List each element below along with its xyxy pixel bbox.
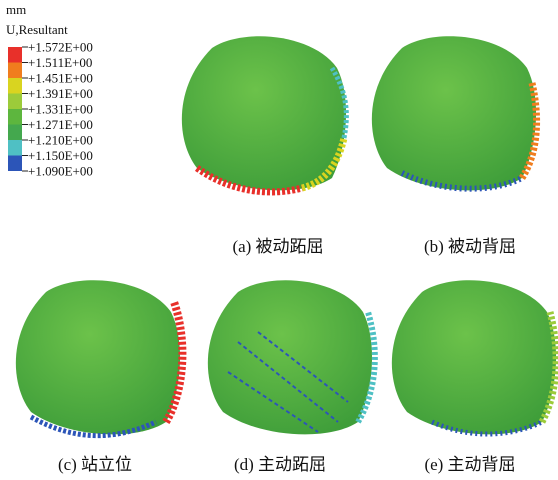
legend-label: +1.511E+00 — [28, 55, 92, 70]
legend-label: +1.572E+00 — [28, 40, 93, 55]
legend-label: +1.451E+00 — [28, 71, 93, 86]
legend-label: +1.090E+00 — [28, 164, 93, 179]
legend-swatch — [8, 124, 22, 140]
legend-label: +1.331E+00 — [28, 102, 93, 117]
legend-label: +1.271E+00 — [28, 117, 93, 132]
legend-label: +1.210E+00 — [28, 133, 93, 148]
legend-label: +1.391E+00 — [28, 86, 93, 101]
legend: mm U,Resultant +1.572E+00+1.511E+00+1.45… — [6, 2, 93, 179]
caption: (d) 主动跖屈 — [234, 455, 326, 474]
legend-swatch — [8, 109, 22, 125]
legend-swatch — [8, 78, 22, 94]
legend-label: +1.150E+00 — [28, 148, 93, 163]
model-e — [391, 280, 558, 437]
model-d — [207, 280, 378, 435]
legend-swatch — [8, 155, 22, 171]
legend-title: U,Resultant — [6, 22, 68, 37]
caption: (b) 被动背屈 — [424, 237, 516, 256]
caption: (c) 站立位 — [58, 455, 132, 474]
legend-swatch — [8, 93, 22, 109]
legend-swatch — [8, 47, 22, 63]
model-b — [371, 36, 541, 192]
caption: (e) 主动背屈 — [424, 455, 515, 474]
model-c — [15, 280, 187, 439]
legend-swatch — [8, 140, 22, 156]
model-a — [181, 36, 349, 196]
legend-unit: mm — [6, 2, 26, 17]
caption: (a) 被动跖屈 — [232, 237, 323, 256]
legend-swatch — [8, 62, 22, 78]
